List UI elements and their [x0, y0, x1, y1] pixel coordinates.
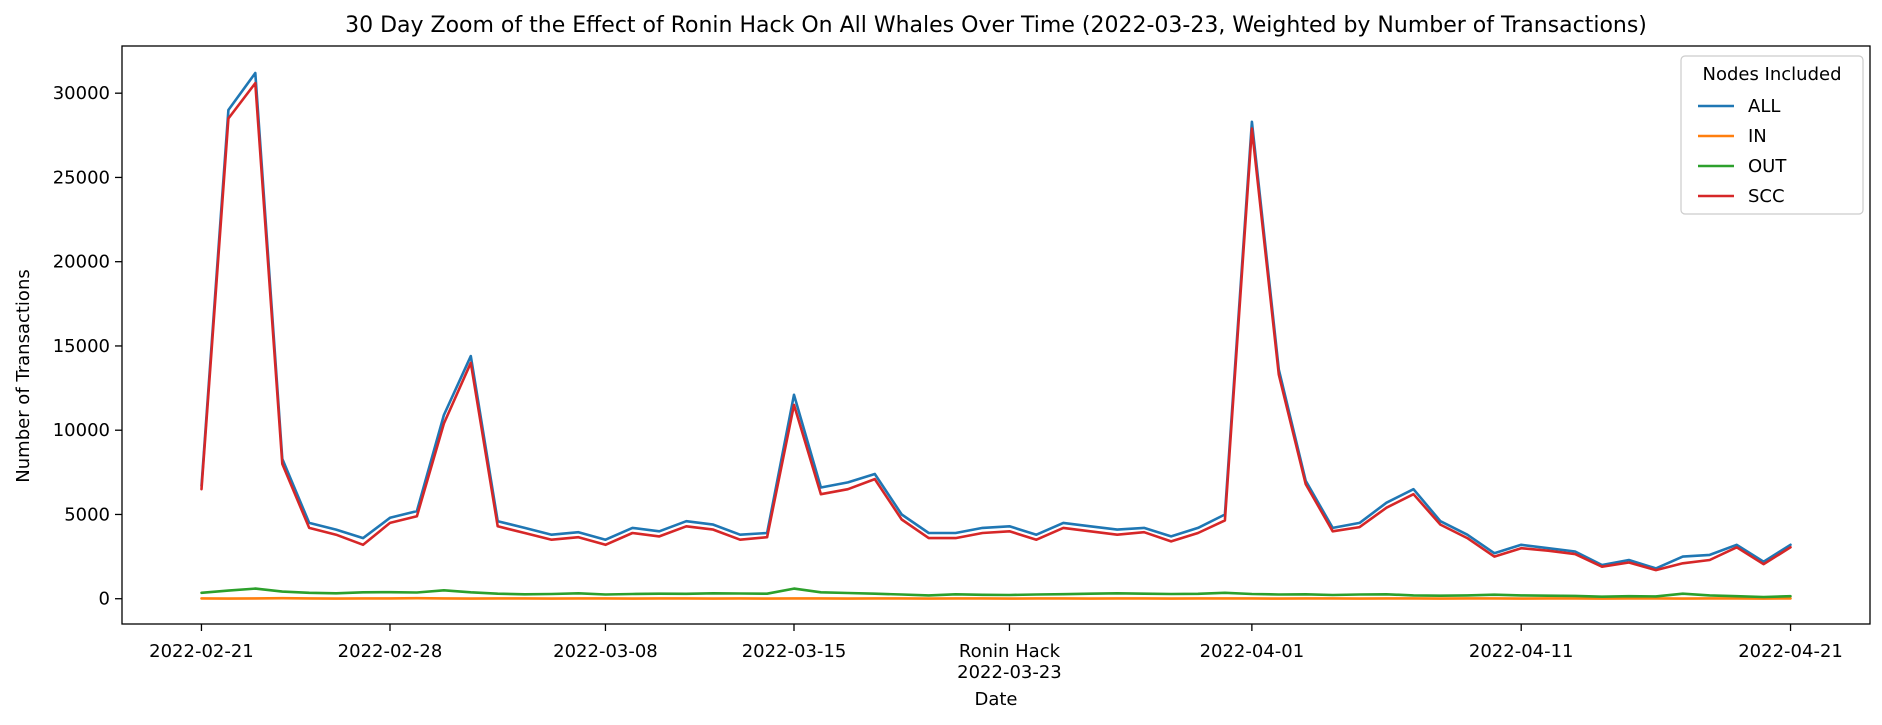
x-tick-label: 2022-03-15 [742, 641, 847, 662]
x-tick-label: 2022-04-01 [1200, 641, 1305, 662]
plot-area [200, 71, 1792, 600]
legend-label-all: ALL [1748, 96, 1780, 117]
y-tick-label: 0 [99, 589, 110, 610]
y-tick-label: 25000 [53, 167, 110, 188]
y-tick-label: 30000 [53, 83, 110, 104]
y-tick-label: 10000 [53, 420, 110, 441]
legend-title: Nodes Included [1702, 64, 1841, 85]
axes: 0 5000 10000 15000 20000 25000 30000 2022-02-21… [53, 45, 1871, 683]
series-line-scc [200, 81, 1792, 572]
plot-frame [121, 45, 1871, 625]
x-tick-label: 2022-03-08 [553, 641, 658, 662]
y-tick-label: 20000 [53, 252, 110, 273]
legend: Nodes Included ALL IN OUT SCC [1680, 55, 1864, 215]
legend-box [1680, 55, 1864, 215]
x-tick-label: 2022-03-23 [957, 662, 1062, 683]
x-tick-label: 2022-02-28 [338, 641, 443, 662]
legend-label-in: IN [1748, 126, 1767, 147]
series-line-all [200, 71, 1792, 570]
x-tick-label: 2022-04-11 [1469, 641, 1574, 662]
x-tick-label: 2022-04-21 [1738, 641, 1843, 662]
chart-title: 30 Day Zoom of the Effect of Ronin Hack … [345, 13, 1647, 38]
ronin-hack-annotation: Ronin Hack [959, 641, 1061, 662]
y-tick-label: 15000 [53, 336, 110, 357]
x-tick-label: 2022-02-21 [149, 641, 254, 662]
series-line-out [200, 587, 1792, 599]
y-axis-label: Number of Transactions [13, 269, 34, 482]
x-axis-label: Date [974, 689, 1017, 710]
legend-label-scc: SCC [1748, 186, 1785, 207]
legend-label-out: OUT [1748, 156, 1787, 177]
y-tick-label: 5000 [64, 504, 110, 525]
